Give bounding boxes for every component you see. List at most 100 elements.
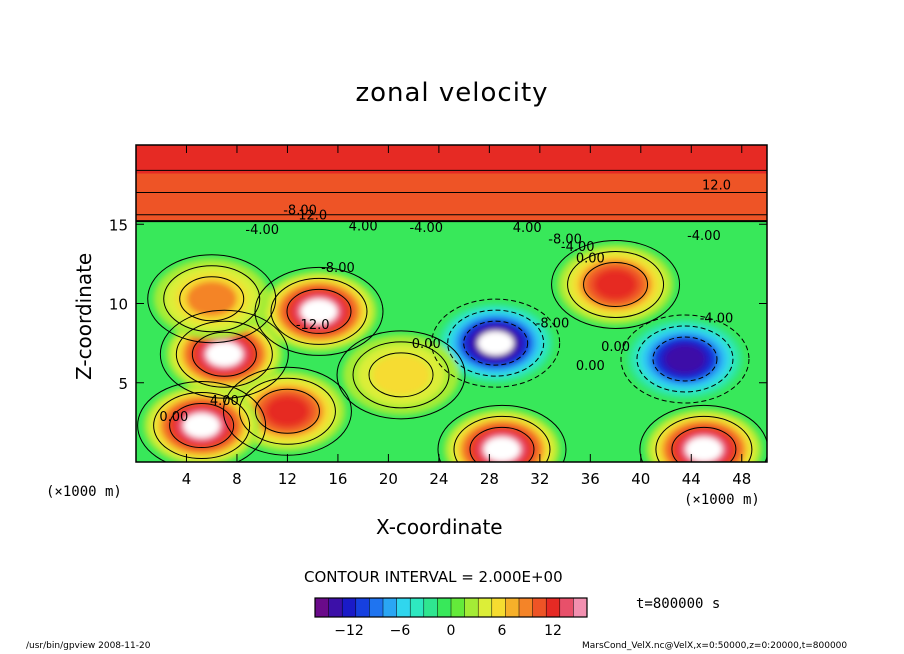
colorbar-cell-3	[355, 598, 370, 617]
feature-6-contour-3	[639, 404, 767, 462]
colorbar-tick-label-4: 12	[544, 623, 562, 639]
colorbar-frame	[314, 597, 588, 618]
contour-label-9: 0.00	[576, 251, 605, 266]
feature-9-saturated	[183, 413, 220, 438]
contour-label-15: 4.00	[210, 394, 239, 409]
feature-1-contour-3	[620, 314, 750, 404]
x-tick-label-10: 44	[682, 470, 701, 488]
footer-source: MarsCond_VelX.nc@VelX,x=0:50000,z=0:2000…	[582, 641, 848, 651]
feature-2-contour-2	[270, 277, 368, 345]
y-axis: 5 10 15	[109, 216, 767, 393]
x-tick-label-0: 4	[182, 470, 192, 488]
feature-10-contour-2	[163, 265, 261, 333]
feature-0-contour-1	[463, 320, 529, 366]
feature-10-level-4	[186, 281, 237, 317]
contour-label-17: 0.00	[576, 359, 605, 374]
x-tick-label-2: 12	[278, 470, 297, 488]
colorbar-cell-19	[573, 598, 588, 617]
colorbar-tick-label-2: 0	[447, 623, 456, 639]
feature-6-saturated	[685, 437, 722, 462]
colorbar: −12 −6 0 6 12	[314, 597, 588, 639]
feature-8-contour-1	[368, 352, 434, 398]
feature-7-contour-2	[567, 250, 665, 318]
contour-label-6: 4.00	[513, 221, 542, 236]
feature-2-contour-1	[286, 288, 352, 334]
feature-1-contour-1	[652, 336, 718, 382]
x-tick-label-6: 28	[480, 470, 499, 488]
feature-4-contour-1	[254, 388, 320, 434]
feature-5-contour-3	[437, 404, 567, 462]
feature-2-contour-3	[254, 266, 384, 356]
feature-10-contour-3	[147, 254, 277, 344]
colorbar-cell-4	[369, 598, 384, 617]
feature-9-contour-1	[169, 403, 235, 449]
colorbar-cell-9	[437, 598, 452, 617]
feature-9-contour-2	[153, 392, 251, 460]
colorbar-cell-2	[342, 598, 357, 617]
feature-7-level-6	[594, 269, 637, 300]
contour-label-14: 0.00	[159, 410, 188, 425]
feature-5-contour-1	[469, 426, 535, 462]
feature-8-level-3	[372, 354, 430, 395]
contour-label-19: -4.00	[700, 312, 734, 327]
feature-blobs	[143, 244, 762, 462]
x-tick-label-4: 20	[379, 470, 398, 488]
feature-10-contour-1	[179, 276, 245, 322]
x-tick-label-1: 8	[232, 470, 242, 488]
contour-label-10: -4.00	[687, 229, 721, 244]
feature-1-level-7	[664, 344, 706, 374]
colorbar-tick-label-3: 6	[498, 623, 507, 639]
feature-8-contour-2	[352, 341, 450, 409]
contour-label-13: -12.0	[296, 318, 330, 333]
feature-3-saturated	[206, 342, 243, 367]
feature-5-saturated	[483, 437, 520, 462]
upper-layer-band-top	[136, 145, 767, 174]
chart-title: zonal velocity	[355, 78, 549, 108]
colorbar-cell-18	[559, 598, 574, 617]
colorbar-cell-10	[451, 598, 466, 617]
colorbar-cell-1	[328, 598, 343, 617]
feature-5-contour-2	[453, 415, 551, 462]
feature-3-contour-3	[159, 309, 289, 399]
colorbar-cell-11	[464, 598, 479, 617]
contour-label-1: -8.00	[283, 204, 317, 219]
contour-label-3: -4.00	[245, 223, 279, 238]
contour-label-11: 0.00	[412, 337, 441, 352]
feature-0-contour-2	[447, 309, 545, 377]
contour-label-0: 12.0	[702, 178, 731, 193]
feature-1-contour-2	[636, 325, 734, 393]
feature-3-contour-1	[191, 331, 257, 377]
contour-label-16: -8.00	[321, 261, 355, 276]
colorbar-cell-7	[410, 598, 425, 617]
colorbar-cell-0	[315, 598, 330, 617]
x-tick-label-11: 48	[732, 470, 751, 488]
colorbar-cell-17	[546, 598, 561, 617]
x-tick-label-3: 16	[328, 470, 347, 488]
feature-8-contour-3	[336, 330, 466, 420]
colorbar-cell-13	[491, 598, 506, 617]
feature-2-saturated	[300, 299, 337, 324]
footer-command: /usr/bin/gpview 2008-11-20	[26, 641, 151, 651]
x-axis: 4 8 12 16 20 24 28 32 36 40 44 48	[182, 145, 751, 488]
time-label: t=800000 s	[636, 596, 721, 612]
feature-6-contour-1	[671, 426, 737, 462]
feature-0-contour-3	[431, 298, 561, 388]
colorbar-cell-12	[478, 598, 493, 617]
feature-9-contour-3	[137, 381, 267, 462]
feature-7-contour-1	[583, 261, 649, 307]
x-tick-label-5: 24	[429, 470, 448, 488]
feature-7-contour-3	[551, 239, 681, 329]
contour-interval-text: CONTOUR INTERVAL = 2.000E+00	[304, 568, 563, 586]
feature-3-contour-2	[175, 320, 273, 388]
feature-4-level-6	[266, 396, 309, 427]
velocity-field	[136, 145, 767, 462]
x-tick-label-9: 40	[631, 470, 650, 488]
colorbar-cell-6	[396, 598, 411, 617]
colorbar-cell-15	[519, 598, 534, 617]
y-tick-label-2: 15	[109, 216, 128, 234]
x-unit-label-left: (×1000 m)	[46, 484, 122, 500]
feature-4-contour-2	[238, 377, 336, 445]
feature-6-contour-2	[655, 415, 753, 462]
contour-label-7: -8.00	[548, 232, 582, 247]
colorbar-tick-label-1: −6	[390, 623, 411, 639]
